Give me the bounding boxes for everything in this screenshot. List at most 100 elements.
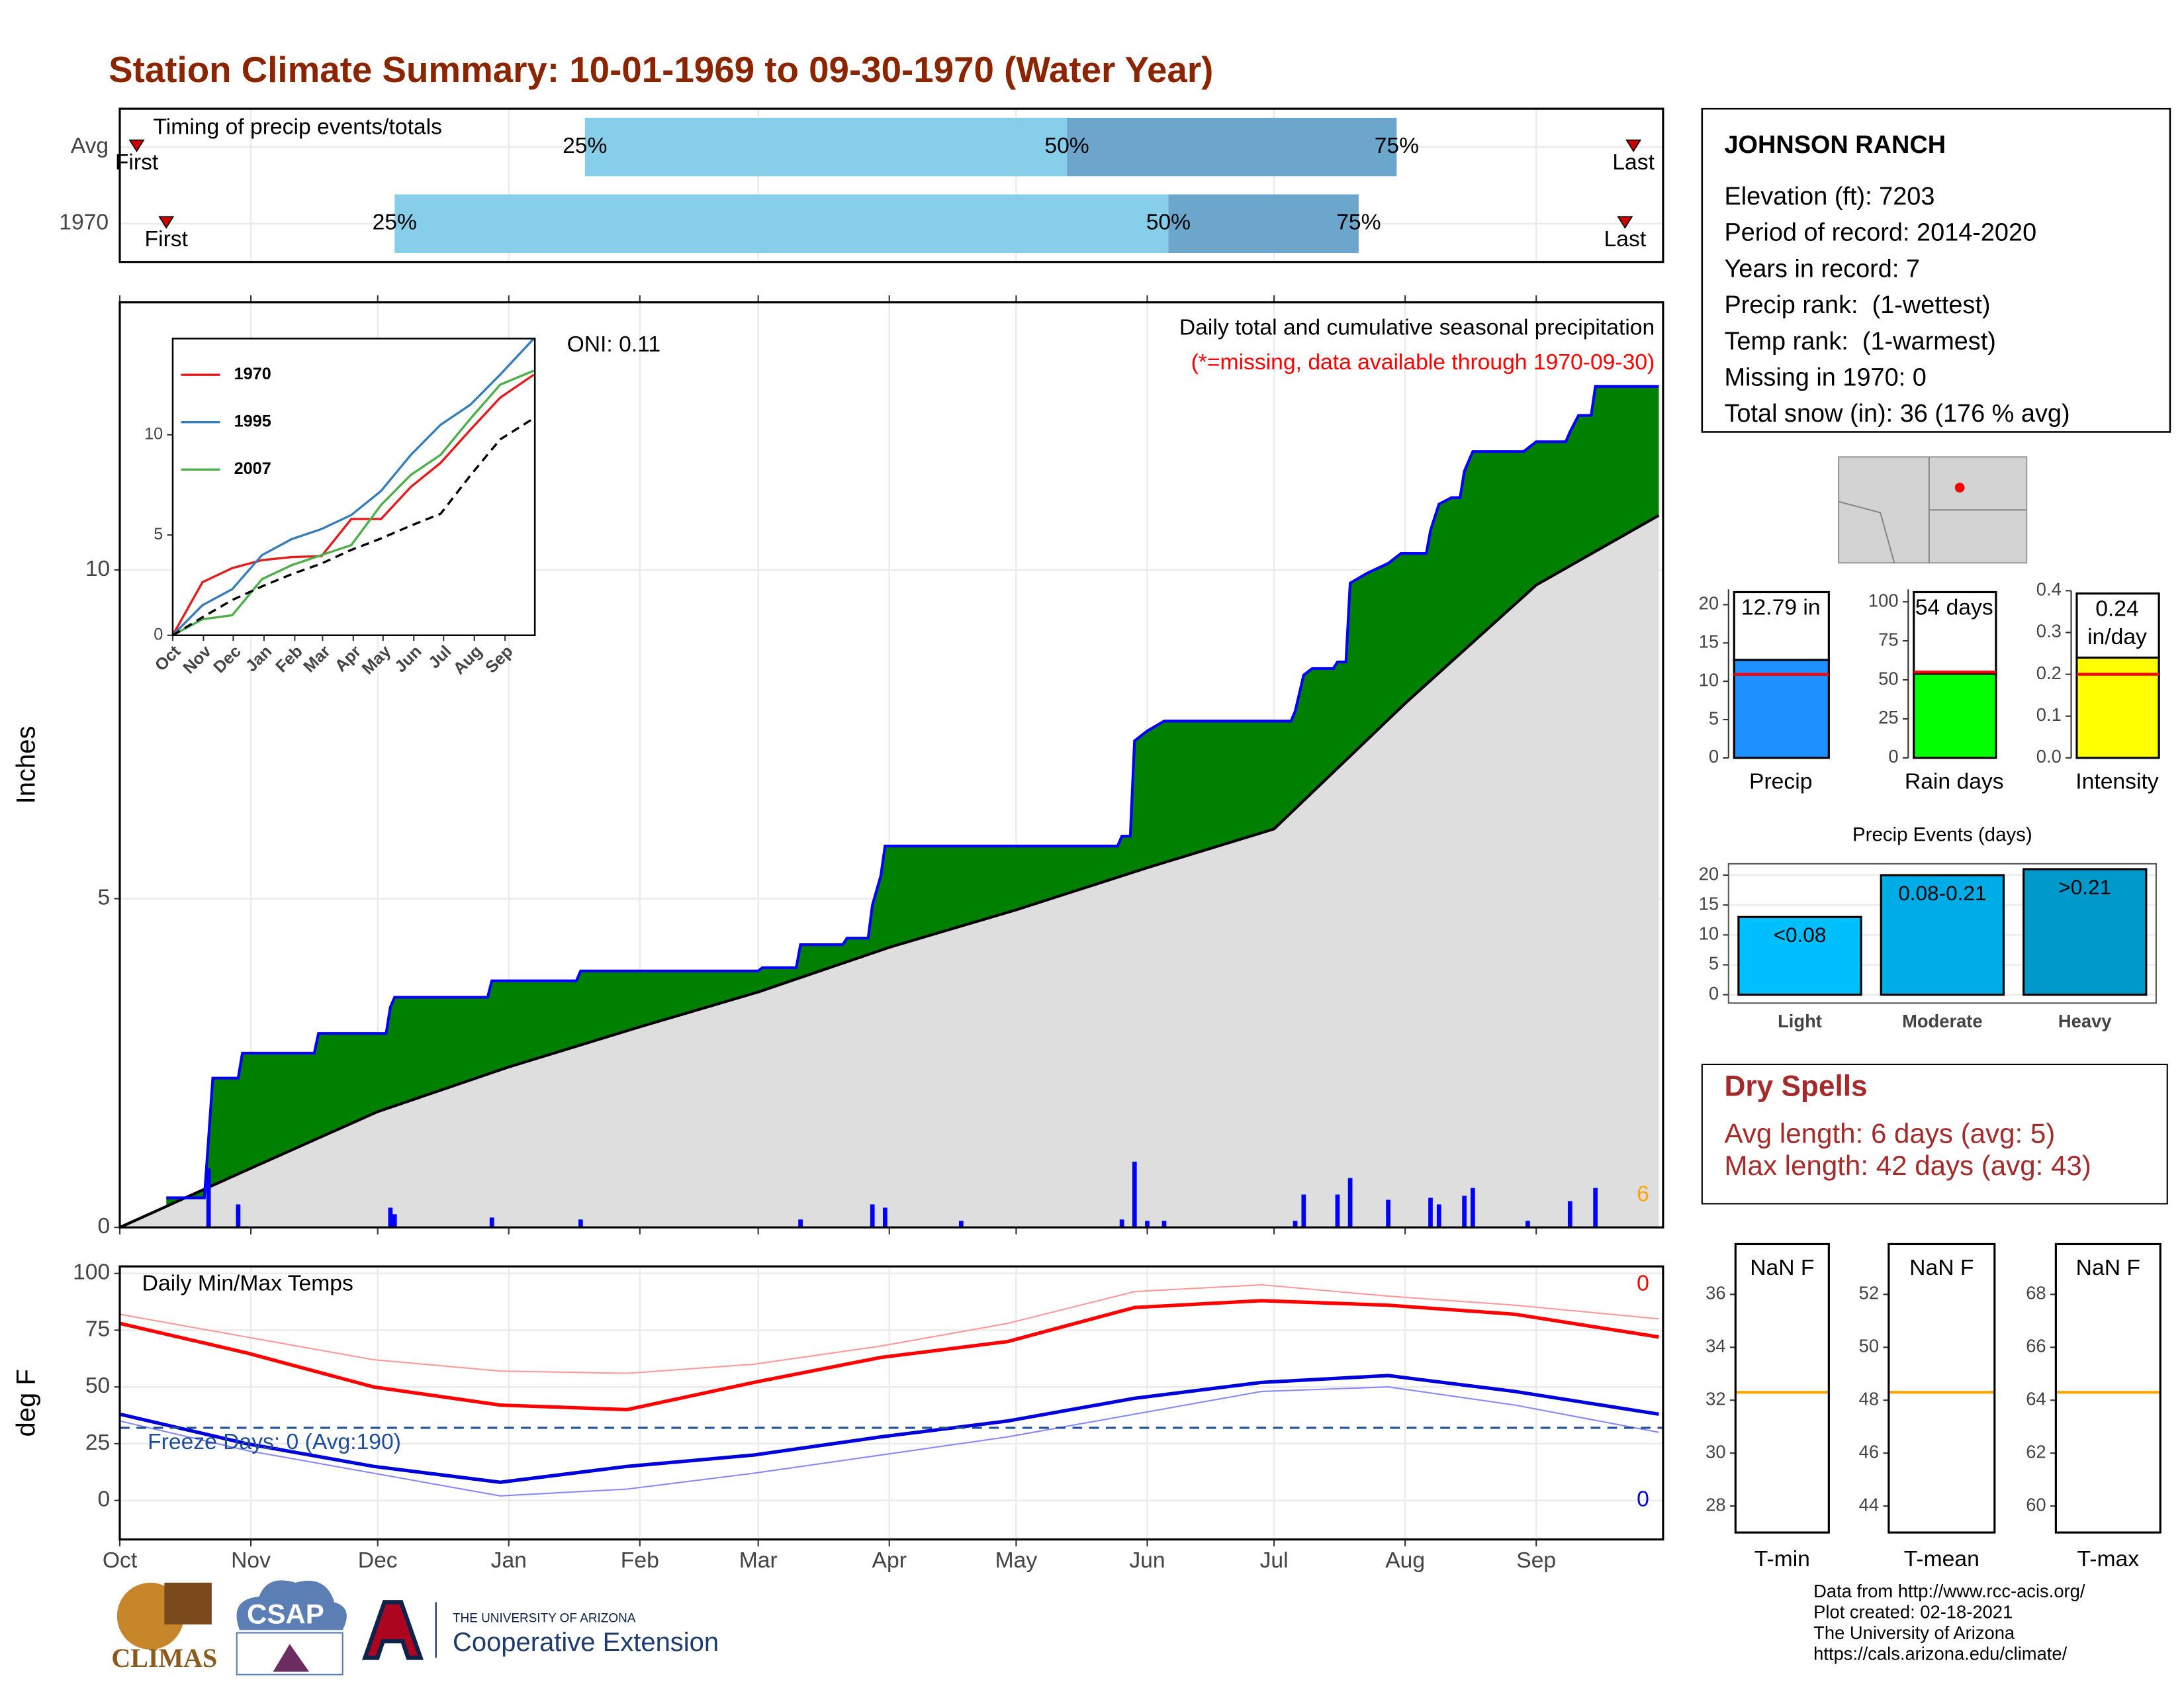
y-tick-label: 0 [1888, 746, 1898, 767]
station-line: Years in record: 7 [1724, 255, 1919, 283]
footer-line: Plot created: 02-18-2021 [1813, 1601, 2013, 1622]
y-tick-label: 66 [2026, 1336, 2046, 1356]
series-line [172, 417, 535, 637]
x-tick-label: Heavy [2058, 1011, 2112, 1031]
last-label: Last [1612, 150, 1655, 175]
panel-title: Daily Min/Max Temps [142, 1271, 353, 1295]
y-tick-label: 0 [154, 625, 163, 643]
y-tick-label: 0.2 [2036, 663, 2062, 683]
x-tick-label: Feb [621, 1548, 659, 1573]
last-label: Last [1604, 227, 1647, 252]
daily-bar [1593, 1188, 1598, 1228]
station-box [1701, 107, 2171, 433]
footer-line: The University of Arizona [1813, 1622, 2015, 1643]
quantile-label: 50% [1146, 211, 1191, 235]
plot-frame [1888, 1243, 1996, 1534]
daily-bar [1335, 1194, 1340, 1228]
y-tick-label: 0 [98, 1487, 111, 1512]
x-tick-label: May [995, 1548, 1038, 1573]
panel-title: Daily total and cumulative seasonal prec… [1179, 316, 1655, 340]
y-tick-label: 50 [1859, 1336, 1879, 1356]
y-tick-label: 0 [98, 1214, 111, 1239]
y-tick-label: 34 [1706, 1336, 1725, 1356]
category-label: Intensity [2075, 770, 2159, 794]
dry-spells-box [1701, 1063, 2168, 1205]
y-tick-label: 50 [85, 1374, 110, 1398]
daily-bar [882, 1207, 887, 1228]
climas-emblem [164, 1582, 212, 1624]
daily-bar [1436, 1204, 1441, 1228]
category-label: T-min [1754, 1547, 1810, 1571]
normal-line [119, 514, 1660, 1229]
y-axis-title: deg F [12, 1369, 41, 1436]
y-axis-title: Inches [12, 726, 41, 804]
y-tick-label: 0 [1709, 983, 1719, 1004]
y-tick-label: 75 [85, 1317, 110, 1341]
first-label: First [115, 150, 159, 175]
first-marker [128, 139, 145, 152]
daily-bar [1347, 1178, 1353, 1228]
daily-bar [1386, 1199, 1390, 1228]
extension-name: Cooperative Extension [453, 1628, 719, 1657]
plot-frame [2054, 1243, 2161, 1534]
y-tick-label: 60 [2026, 1494, 2046, 1515]
x-tick-label: Light [1778, 1011, 1822, 1031]
last-marker [1617, 216, 1633, 229]
y-tick-label: 10 [85, 557, 110, 581]
y-tick-label: 15 [1699, 632, 1719, 652]
first-marker [158, 216, 175, 229]
plot-background [172, 338, 535, 635]
y-tick-label: 30 [1706, 1441, 1725, 1462]
y-tick-label: 48 [1859, 1388, 1879, 1409]
row-label: 1970 [59, 211, 109, 235]
station-line: Temp rank: (1-warmest) [1724, 328, 1995, 355]
series-line [171, 373, 535, 636]
plot-frame [118, 107, 1664, 263]
y-tick-label: 0.0 [2036, 746, 2062, 767]
x-tick-label: Sep [1516, 1548, 1556, 1573]
x-tick-label: Dec [358, 1548, 398, 1573]
y-tick-label: 25 [1878, 707, 1898, 727]
station-location [1954, 483, 1965, 493]
cumulative-line [166, 385, 1659, 1199]
csap-logo: CSAP [247, 1598, 324, 1629]
station-line: Total snow (in): 36 (176 % avg) [1724, 400, 2070, 428]
daily-bar [1525, 1221, 1530, 1228]
value-label: NaN F [1909, 1256, 1974, 1280]
y-tick-label: 10 [144, 425, 163, 444]
ua-logo [361, 1600, 424, 1660]
plot-background [1888, 1244, 1995, 1533]
dry-spells-line: Avg length: 6 days (avg: 5) [1724, 1117, 2055, 1149]
daily-bar [392, 1214, 397, 1228]
temp-line [119, 1386, 1659, 1497]
bin-label: >0.21 [2058, 875, 2111, 899]
first-label: First [145, 227, 189, 252]
legend-label: 1970 [234, 365, 271, 383]
x-tick-label: Nov [231, 1548, 271, 1573]
row-label: Avg [71, 134, 109, 158]
value-label: 54 days [1915, 596, 1993, 620]
daily-bar [1119, 1219, 1124, 1228]
plot-frame [1727, 863, 2157, 1004]
daily-bar [870, 1204, 875, 1228]
footer-line: https://cals.arizona.edu/climate/ [1813, 1644, 2067, 1664]
y-tick-label: 15 [1699, 893, 1719, 914]
daily-bar [489, 1217, 494, 1228]
station-line: Period of record: 2014-2020 [1724, 219, 2036, 247]
climas-logo: CLIMAS [111, 1643, 217, 1673]
station-name: JOHNSON RANCH [1724, 131, 1946, 159]
ua-name: THE UNIVERSITY OF ARIZONA [453, 1612, 636, 1626]
category-label: T-max [2077, 1547, 2140, 1571]
quantile-bar [394, 194, 1169, 254]
y-tick-label: 100 [73, 1260, 110, 1285]
quantile-bar [1168, 194, 1359, 254]
page-title: Station Climate Summary: 10-01-1969 to 0… [109, 49, 1213, 90]
x-tick-label: Apr [872, 1548, 907, 1573]
bar [1737, 915, 1862, 996]
y-tick-label: 62 [2026, 1441, 2046, 1462]
daily-bar [1471, 1188, 1475, 1228]
y-tick-label: 20 [1699, 593, 1719, 614]
panel-title: Precip Events (days) [1852, 824, 2032, 846]
bin-label: <0.08 [1774, 923, 1827, 947]
station-line: Elevation (ft): 7203 [1724, 183, 1934, 211]
